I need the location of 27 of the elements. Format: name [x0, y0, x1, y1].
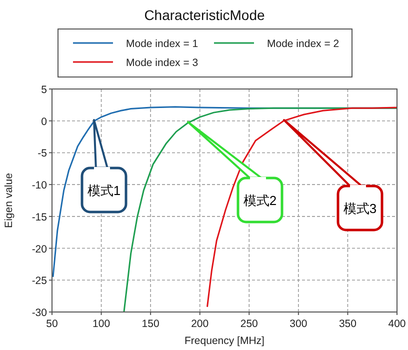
legend-label: Mode index = 3 [126, 57, 198, 69]
x-tick-label: 300 [290, 318, 308, 330]
chart-title: CharacteristicMode [144, 7, 266, 23]
y-tick-label: -25 [32, 275, 48, 288]
y-tick-label: 0 [41, 116, 48, 128]
y-axis-title: Eigen value [3, 172, 15, 228]
legend-label: Mode index = 1 [126, 38, 198, 50]
x-tick-label: 50 [46, 318, 58, 330]
line-series [123, 107, 397, 312]
x-tick-label: 200 [191, 318, 209, 330]
x-tick-label: 400 [388, 318, 406, 330]
x-axis-title: Frequency [MHz] [184, 335, 265, 347]
y-tick-label: -15 [32, 211, 48, 224]
y-tick-label: -20 [32, 243, 48, 256]
y-tick-label: -30 [32, 307, 48, 319]
y-tick-label: 5 [41, 84, 48, 96]
annotation: 模式1 [87, 183, 121, 198]
line-series [206, 106, 397, 308]
x-tick-label: 150 [142, 318, 160, 330]
y-tick-label: -5 [38, 148, 48, 160]
x-tick-label: 250 [240, 318, 258, 330]
x-tick-label: 350 [338, 318, 357, 330]
annotation: 模式3 [343, 201, 377, 216]
annotation: 模式2 [243, 193, 277, 208]
legend-label: Mode index = 2 [267, 38, 340, 50]
x-tick-label: 100 [92, 318, 110, 330]
y-tick-label: -10 [32, 180, 48, 192]
